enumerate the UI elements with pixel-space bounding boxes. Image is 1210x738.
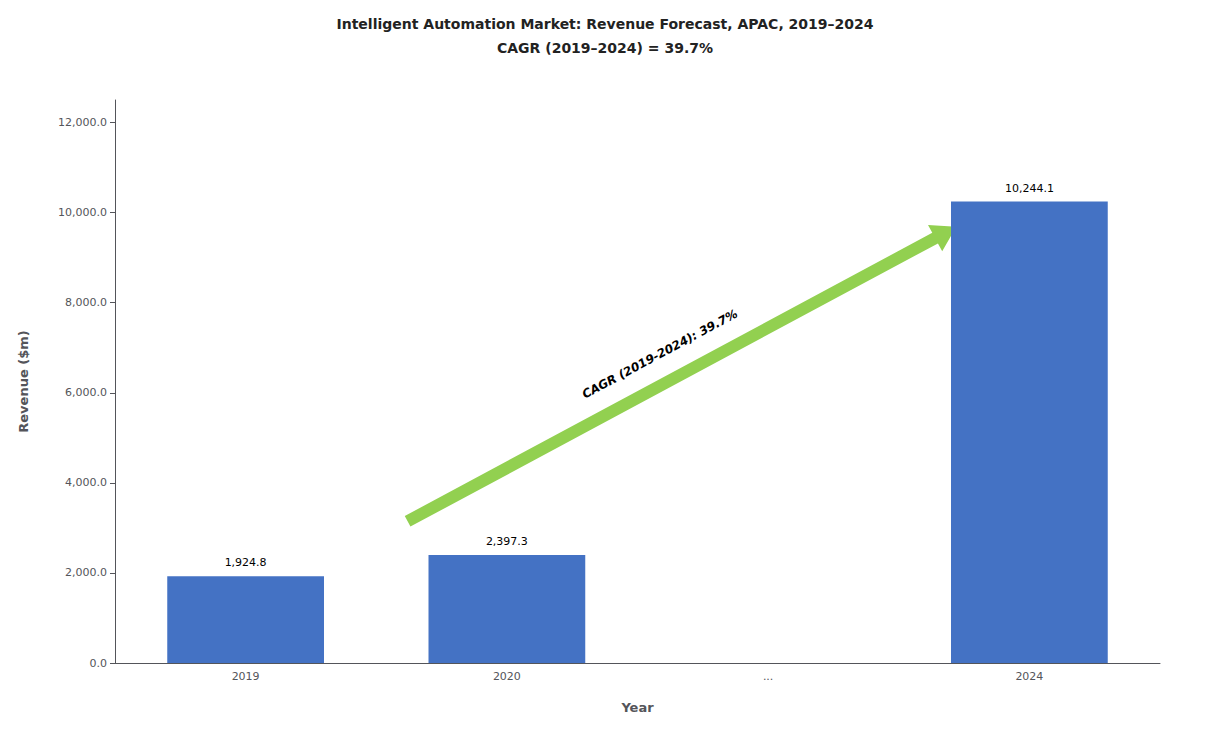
svg-text:10,000.0: 10,000.0	[58, 206, 107, 219]
svg-text:2024: 2024	[1015, 670, 1043, 683]
svg-text:0.0: 0.0	[90, 657, 108, 670]
svg-text:2,397.3: 2,397.3	[486, 535, 528, 548]
svg-text:Year: Year	[620, 700, 654, 715]
svg-text:Revenue ($m): Revenue ($m)	[16, 330, 31, 432]
svg-text:1,924.8: 1,924.8	[225, 556, 267, 569]
svg-text:CAGR (2019-2024): 39.7%: CAGR (2019-2024): 39.7%	[580, 307, 740, 402]
svg-text:4,000.0: 4,000.0	[65, 476, 107, 489]
svg-text:2020: 2020	[493, 670, 521, 683]
svg-text:Intelligent Automation Market:: Intelligent Automation Market: Revenue F…	[336, 16, 873, 32]
svg-text:8,000.0: 8,000.0	[65, 296, 107, 309]
svg-text:12,000.0: 12,000.0	[58, 116, 107, 129]
svg-text:6,000.0: 6,000.0	[65, 386, 107, 399]
svg-text:...: ...	[763, 670, 774, 683]
svg-text:2019: 2019	[232, 670, 260, 683]
svg-text:2,000.0: 2,000.0	[65, 566, 107, 579]
svg-text:10,244.1: 10,244.1	[1005, 182, 1054, 195]
svg-text:CAGR (2019–2024) = 39.7%: CAGR (2019–2024) = 39.7%	[497, 40, 713, 56]
